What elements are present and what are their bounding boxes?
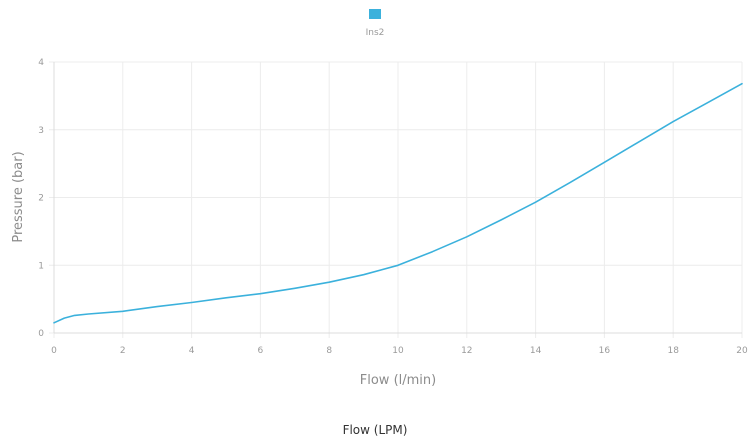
y-tick-label: 1: [38, 261, 44, 271]
x-tick-label: 16: [599, 346, 611, 356]
y-tick-label: 3: [38, 126, 44, 136]
legend[interactable]: Ins2: [366, 9, 385, 38]
grid-lines: [49, 61, 743, 338]
x-tick-label: 8: [326, 346, 332, 356]
x-tick-label: 2: [120, 346, 126, 356]
x-tick-label: 4: [189, 346, 195, 356]
chart-caption: Flow (LPM): [342, 423, 408, 437]
legend-label[interactable]: Ins2: [366, 28, 385, 38]
x-tick-label: 14: [530, 346, 542, 356]
x-tick-label: 0: [51, 346, 57, 356]
y-tick-label: 4: [38, 58, 44, 68]
x-tick-label: 18: [667, 346, 679, 356]
series-layer: [53, 82, 743, 324]
y-tick-label: 2: [38, 194, 44, 204]
y-tick-label: 0: [38, 329, 44, 339]
x-axis-title: Flow (l/min): [360, 373, 436, 388]
x-tick-label: 6: [258, 346, 264, 356]
x-tick-label: 10: [392, 346, 404, 356]
series-line: [53, 82, 743, 324]
x-tick-label: 12: [461, 346, 472, 356]
legend-swatch[interactable]: [369, 9, 381, 19]
y-axis-title: Pressure (bar): [11, 151, 26, 242]
x-tick-label: 20: [736, 346, 748, 356]
